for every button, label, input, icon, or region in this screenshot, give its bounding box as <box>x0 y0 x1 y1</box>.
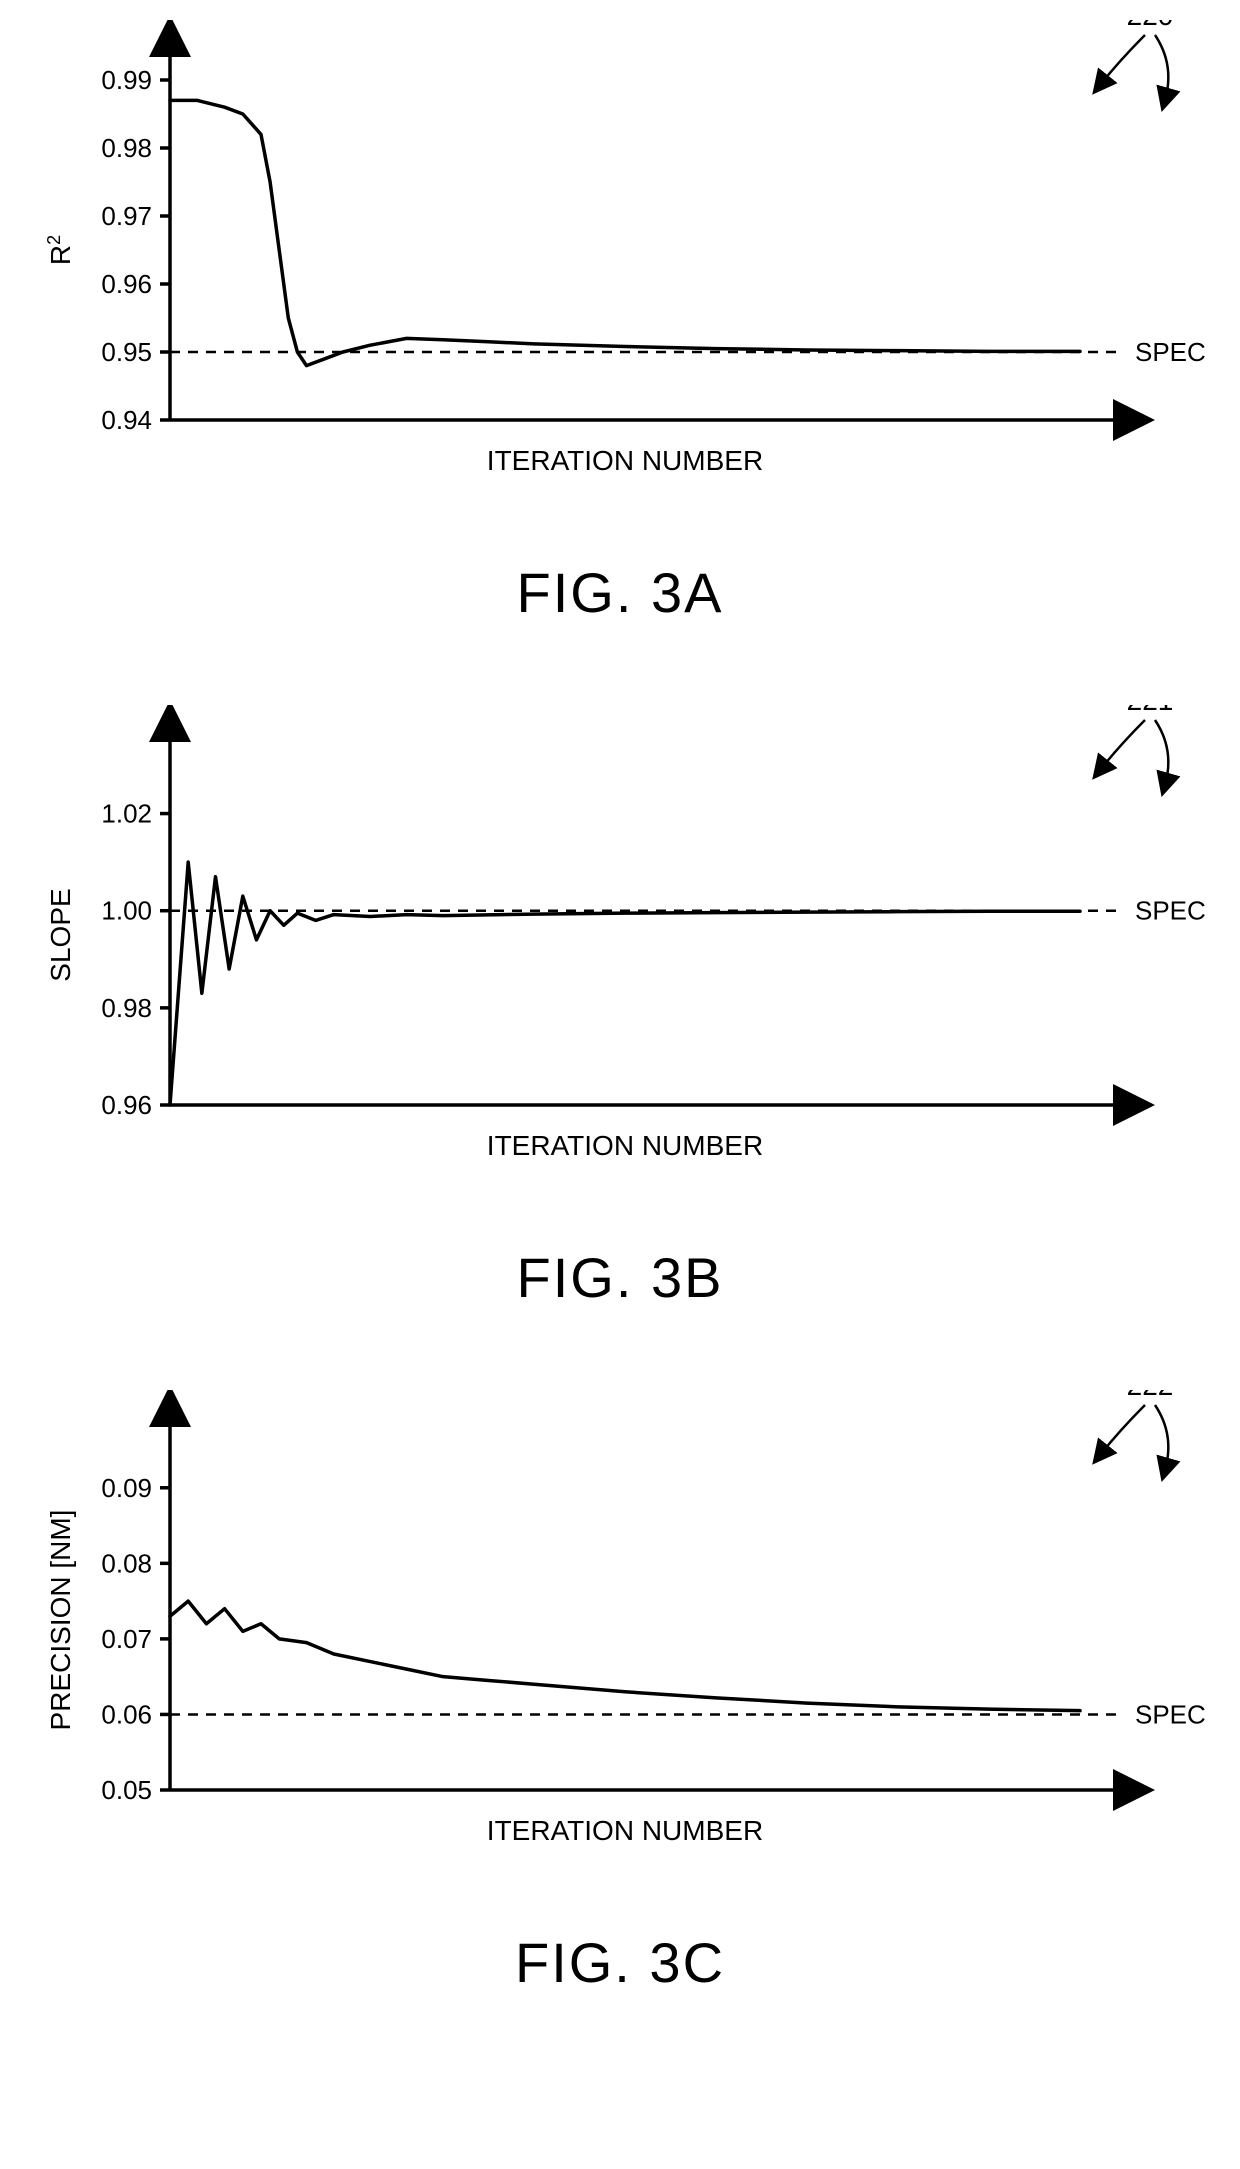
svg-text:0.97: 0.97 <box>101 201 152 231</box>
svg-text:1.02: 1.02 <box>101 799 152 829</box>
callout-label: 222 <box>1127 1390 1174 1401</box>
callout-label: 220 <box>1127 20 1174 31</box>
svg-text:0.06: 0.06 <box>101 1699 152 1729</box>
figure-b-title: FIG. 3B <box>20 1245 1220 1310</box>
chart-a: 0.94 0.95 0.96 0.97 0.98 0.99 SPEC ITERATION NU… <box>20 20 1220 540</box>
spec-label: SPEC <box>1135 896 1206 926</box>
chart-c: 0.05 0.06 0.07 0.08 0.09 SPEC ITERATION NUMBER… <box>20 1390 1220 1910</box>
figure-a-block: 0.94 0.95 0.96 0.97 0.98 0.99 SPEC ITERATION NU… <box>20 20 1220 625</box>
y-axis-label: PRECISION [NM] <box>45 1510 76 1731</box>
svg-text:0.07: 0.07 <box>101 1624 152 1654</box>
page-container: 0.94 0.95 0.96 0.97 0.98 0.99 SPEC ITERATION NU… <box>20 20 1220 1995</box>
svg-text:0.05: 0.05 <box>101 1775 152 1805</box>
svg-text:0.99: 0.99 <box>101 65 152 95</box>
x-axis-label: ITERATION NUMBER <box>487 445 763 476</box>
x-axis-label: ITERATION NUMBER <box>487 1130 763 1161</box>
spec-label: SPEC <box>1135 1699 1206 1729</box>
svg-text:0.98: 0.98 <box>101 133 152 163</box>
chart-b: 0.96 0.98 1.00 1.02 SPEC ITERATION NUMBER SLOP… <box>20 705 1220 1225</box>
figure-b-block: 0.96 0.98 1.00 1.02 SPEC ITERATION NUMBER SLOP… <box>20 705 1220 1310</box>
figure-c-block: 0.05 0.06 0.07 0.08 0.09 SPEC ITERATION NUMBER… <box>20 1390 1220 1995</box>
spec-label: SPEC <box>1135 337 1206 367</box>
y-axis-label: R2 <box>44 235 76 265</box>
svg-text:0.08: 0.08 <box>101 1548 152 1578</box>
figure-c-title: FIG. 3C <box>20 1930 1220 1995</box>
svg-text:0.94: 0.94 <box>101 405 152 435</box>
y-axis-label: SLOPE <box>45 888 76 981</box>
svg-text:0.96: 0.96 <box>101 269 152 299</box>
x-axis-label: ITERATION NUMBER <box>487 1815 763 1846</box>
svg-text:0.09: 0.09 <box>101 1473 152 1503</box>
callout-label: 221 <box>1127 705 1174 716</box>
svg-text:0.98: 0.98 <box>101 993 152 1023</box>
svg-text:0.95: 0.95 <box>101 337 152 367</box>
svg-text:1.00: 1.00 <box>101 896 152 926</box>
svg-text:0.96: 0.96 <box>101 1090 152 1120</box>
figure-a-title: FIG. 3A <box>20 560 1220 625</box>
